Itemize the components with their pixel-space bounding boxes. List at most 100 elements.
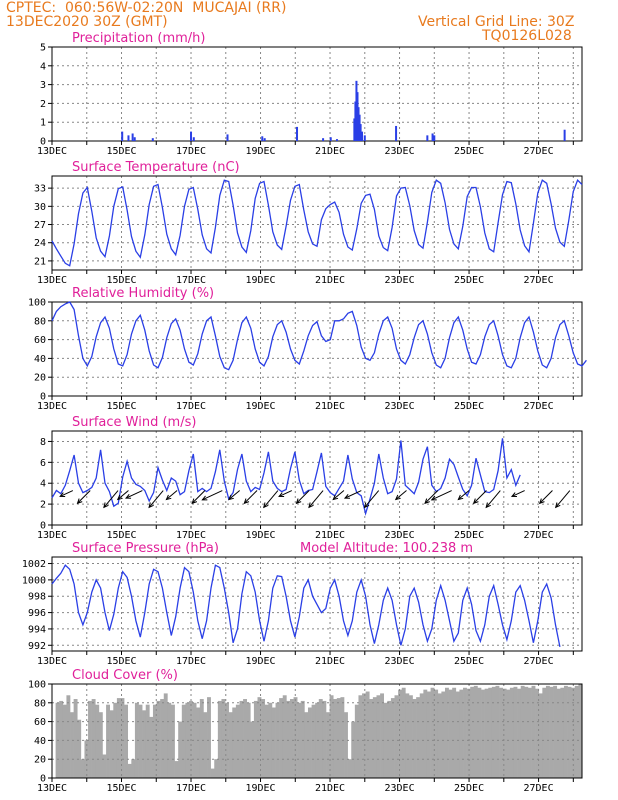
cloud-bar: [405, 693, 410, 778]
precipitation-xtick-label: 25DEC: [454, 146, 484, 157]
cloud-bar: [98, 712, 103, 778]
cloud-cover-ytick-label: 100: [28, 680, 46, 691]
cloud-bar: [459, 689, 464, 778]
wind-arrow-head: [59, 492, 66, 498]
cloud-cover-xtick-label: 19DEC: [245, 783, 275, 794]
cloud-bar: [134, 702, 139, 778]
wind-ytick-label: 2: [40, 500, 46, 511]
cloud-bar: [106, 704, 110, 778]
precip-bar: [261, 136, 264, 141]
wind-arrow: [296, 490, 310, 504]
wind-arrow-head: [510, 492, 517, 498]
wind-arrow-head: [308, 502, 314, 509]
cloud-bar: [549, 686, 554, 778]
cloud-bar: [73, 699, 78, 778]
precipitation-ytick-label: 0: [40, 137, 46, 148]
precipitation-panel: 0 1 2 3 4 5 13DEC 15DEC 17DEC 19DEC 21DEC 23DEC 25DE…: [37, 31, 583, 157]
cloud-bar: [293, 697, 298, 778]
wind-arrow: [166, 490, 178, 500]
humidity-frame: [51, 301, 583, 397]
temperature-xtick-label: 13DEC: [37, 275, 67, 286]
wind-frame: [51, 430, 583, 526]
cloud-bar: [372, 697, 377, 778]
temperature-line: [51, 179, 583, 267]
pressure-line: [51, 564, 561, 648]
cloud-bar: [517, 688, 522, 778]
cloud-bar: [524, 686, 529, 778]
wind-arrow: [555, 490, 571, 508]
cloud-bar: [401, 687, 406, 778]
temperature-ytick-label: 27: [34, 220, 46, 231]
precip-bar: [426, 135, 429, 141]
precipitation-xtick-label: 17DEC: [176, 146, 206, 157]
cloud-cover-panel: 0 20 40 60 80 100 13DEC 15DEC 17DEC 19DEC 21DEC 23D…: [28, 668, 583, 794]
pressure-frame: [51, 556, 583, 652]
cloud-bar: [463, 687, 467, 778]
cloud-bar: [430, 687, 435, 778]
header-datetime: 13DEC2020 30Z (GMT): [6, 14, 168, 30]
wind-xtick-label: 25DEC: [454, 530, 484, 541]
pressure-xtick-label: 17DEC: [176, 656, 206, 667]
cloud-bar: [307, 707, 312, 778]
cloud-bar: [333, 699, 338, 778]
cloud-bar: [271, 707, 276, 778]
wind-arrow-head: [76, 498, 83, 505]
wind-line: [51, 438, 521, 516]
cloud-bar: [257, 697, 262, 778]
cloud-bar: [535, 688, 540, 778]
precip-bar: [335, 139, 338, 141]
cloud-bar: [138, 704, 143, 778]
cloud-cover-xtick-label: 23DEC: [384, 783, 414, 794]
cloud-bar: [217, 700, 222, 778]
cloud-bar: [116, 698, 121, 778]
cloud-cover-ytick-label: 20: [34, 755, 46, 766]
precip-bar: [563, 129, 566, 141]
pressure-title: Surface Pressure (hPa): [72, 541, 219, 556]
cloud-bar: [488, 687, 493, 778]
cloud-cover-ytick-label: 60: [34, 717, 46, 728]
cloud-bar: [210, 768, 215, 778]
cloud-bar: [426, 691, 431, 778]
cloud-bar: [398, 689, 403, 778]
wind-ytick-label: 6: [40, 458, 46, 469]
cloud-bar: [567, 686, 572, 778]
temperature-ytick-label: 21: [34, 256, 46, 267]
wind-xtick-label: 19DEC: [245, 530, 275, 541]
header-location: CPTEC: 060:56W-02:20N MUCAJAI (RR): [6, 0, 287, 16]
cloud-bar: [235, 704, 240, 778]
cloud-bar: [387, 700, 392, 778]
cloud-cover-ytick-label: 80: [34, 698, 46, 709]
cloud-bar: [192, 702, 197, 778]
precipitation-xtick-label: 23DEC: [384, 146, 414, 157]
cloud-bar: [499, 687, 503, 778]
wind-arrow-head: [554, 502, 561, 509]
temperature-xtick-label: 23DEC: [384, 275, 414, 286]
cloud-bar: [362, 693, 366, 778]
cloud-bar: [59, 700, 64, 778]
cloud-bar: [167, 702, 172, 778]
pressure-ytick-label: 1000: [22, 575, 46, 586]
pressure-xtick-label: 23DEC: [384, 656, 414, 667]
cloud-bar: [311, 704, 316, 778]
cloud-bar: [416, 697, 421, 778]
cloud-bar: [120, 698, 125, 778]
cloud-bar: [163, 693, 168, 778]
wind-arrow: [431, 490, 452, 501]
cloud-bar: [286, 700, 291, 778]
cloud-bar: [131, 759, 136, 778]
wind-arrow: [59, 490, 74, 497]
cloud-bar: [239, 700, 244, 778]
wind-xtick-label: 21DEC: [315, 530, 345, 541]
cloud-bar: [102, 754, 107, 778]
cloud-bar: [264, 704, 269, 778]
cloud-bar: [174, 761, 179, 778]
precipitation-xtick-label: 19DEC: [245, 146, 275, 157]
cloud-bar: [152, 704, 157, 778]
cloud-bar: [178, 721, 183, 778]
wind-arrow: [485, 490, 501, 508]
precipitation-ytick-label: 4: [40, 61, 46, 72]
cloud-bar: [228, 712, 233, 778]
cloud-bar: [340, 697, 345, 778]
cloud-bar: [268, 702, 273, 778]
